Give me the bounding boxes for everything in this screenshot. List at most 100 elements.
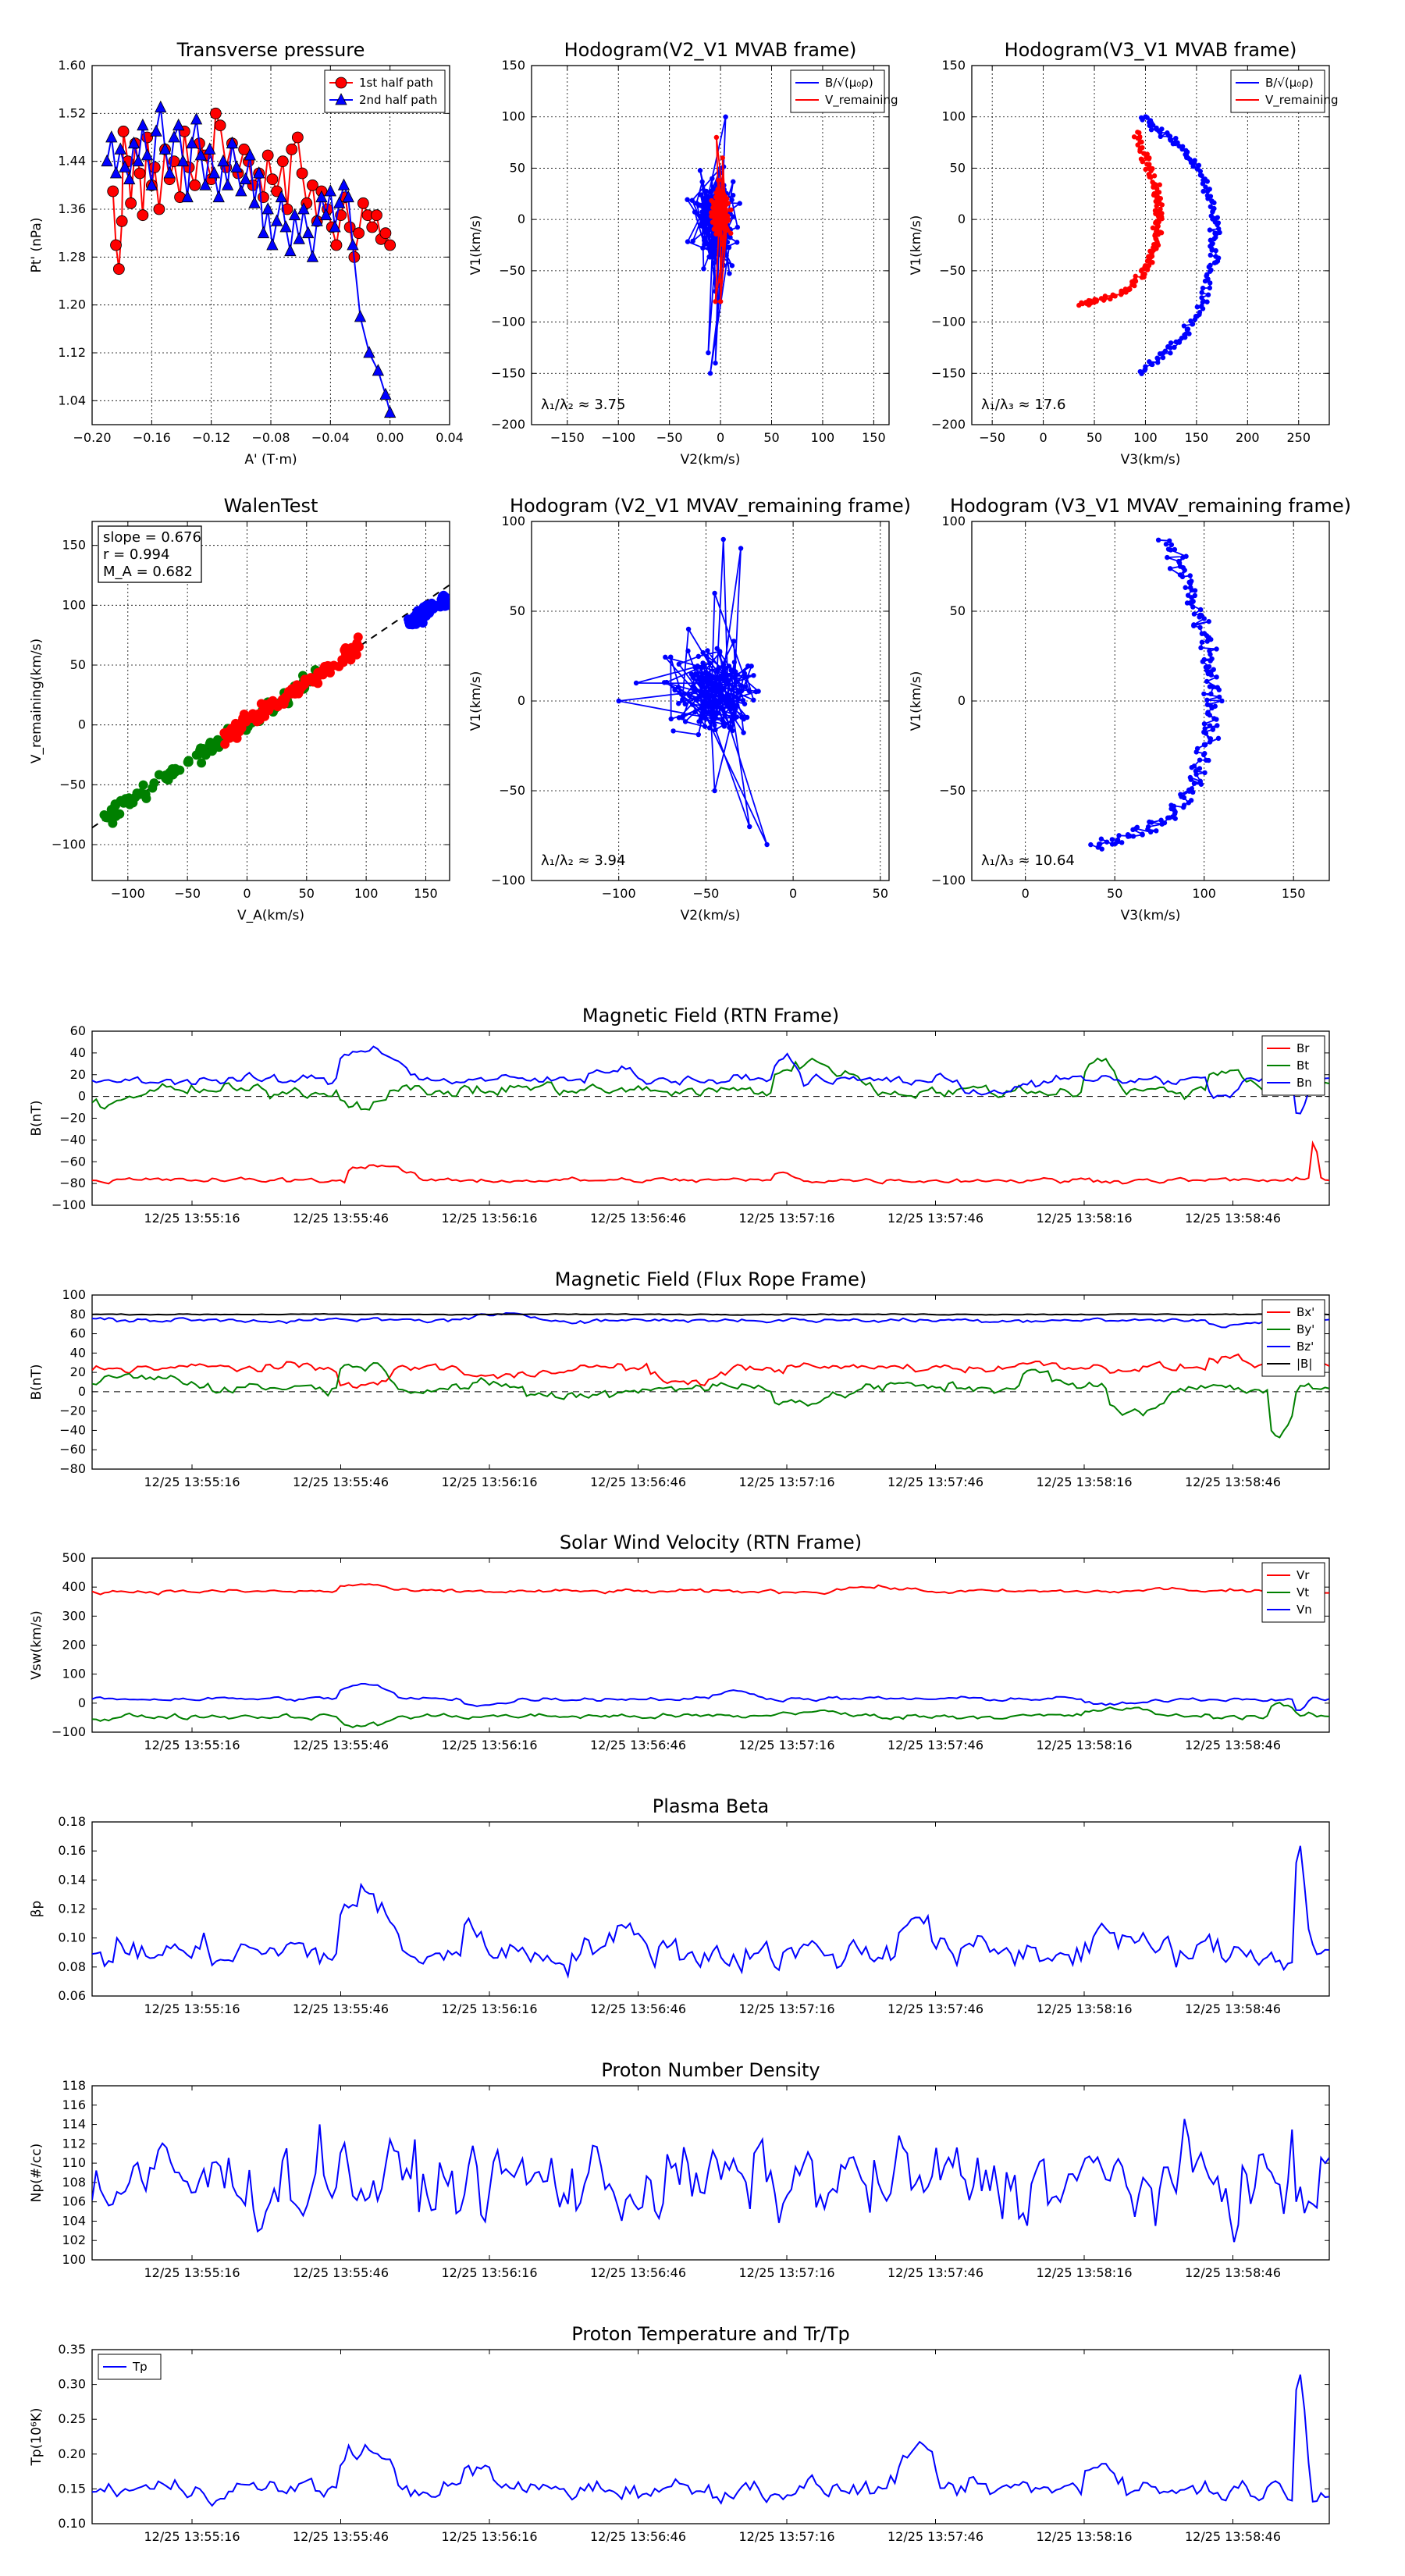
axes-frame	[91, 1821, 1330, 1997]
data-point	[699, 213, 705, 219]
series-line-vn	[92, 1682, 1329, 1711]
y-tick-label: 0	[958, 212, 966, 226]
x-tick-label: 12/25 13:57:46	[887, 1475, 984, 1489]
data-point	[1197, 766, 1203, 771]
y-tick-label: 0.18	[58, 1814, 86, 1829]
data-point	[286, 688, 297, 699]
data-point	[313, 667, 323, 678]
data-point	[721, 235, 727, 240]
y-tick-label: 116	[62, 2097, 86, 2112]
x-tick-label: 12/25 13:58:46	[1185, 1475, 1281, 1489]
y-tick-label: 0.20	[58, 2446, 86, 2461]
y-tick-label: 106	[62, 2194, 86, 2209]
data-point	[1206, 618, 1211, 624]
data-point	[1190, 163, 1196, 169]
data-point	[1201, 721, 1208, 727]
x-tick-label: 12/25 13:58:46	[1185, 2265, 1281, 2280]
data-point	[717, 278, 724, 284]
data-point	[270, 214, 283, 226]
data-point	[668, 716, 674, 722]
y-tick-label: 0	[78, 1384, 86, 1399]
series-line-beta	[92, 1845, 1329, 1980]
data-point	[723, 114, 728, 119]
x-tick-label: 12/25 13:58:46	[1185, 1738, 1281, 1752]
data-point	[716, 681, 722, 688]
data-point	[1150, 123, 1156, 128]
data-point	[222, 733, 233, 743]
y-tick-label: −50	[939, 263, 966, 278]
x-tick-label: 0	[1040, 430, 1048, 445]
x-axis-label: V_A(km/s)	[237, 908, 304, 923]
data-point	[281, 203, 293, 215]
data-point	[668, 654, 674, 660]
data-point	[1168, 547, 1174, 553]
x-tick-label: 12/25 13:55:16	[144, 1738, 240, 1752]
data-point	[1159, 216, 1165, 222]
plot-area	[616, 536, 770, 848]
data-point	[1155, 537, 1161, 543]
x-tick-label: 12/25 13:55:46	[293, 1211, 389, 1226]
data-point	[357, 197, 369, 209]
data-point	[1146, 156, 1152, 162]
data-point	[1177, 564, 1183, 569]
data-point	[706, 350, 711, 356]
y-tick-label: −100	[52, 1197, 86, 1212]
data-point	[1116, 833, 1122, 838]
data-point	[676, 701, 681, 706]
data-point	[1216, 687, 1222, 692]
y-tick-label: 100	[62, 1287, 86, 1302]
data-point	[335, 93, 347, 105]
data-point	[744, 674, 749, 680]
data-point	[333, 196, 346, 208]
plot-area	[685, 114, 742, 376]
data-point	[707, 660, 713, 666]
data-point	[354, 310, 367, 322]
y-tick-label: 100	[501, 514, 525, 528]
x-tick-label: −0.08	[251, 430, 290, 445]
data-point	[1135, 142, 1140, 148]
data-point	[1187, 573, 1193, 578]
data-point	[715, 675, 721, 681]
y-tick-label: 50	[510, 160, 525, 175]
data-point	[1200, 306, 1206, 311]
data-point	[744, 714, 750, 720]
data-point	[728, 230, 734, 237]
x-tick-label: 12/25 13:55:46	[293, 2265, 389, 2280]
data-point	[707, 371, 713, 376]
data-point	[123, 172, 136, 185]
data-point	[1207, 285, 1213, 291]
data-point	[1172, 816, 1178, 821]
y-tick-label: 0	[518, 212, 525, 226]
data-point	[1150, 225, 1156, 231]
y-tick-label: 150	[941, 58, 966, 73]
data-point	[1199, 173, 1204, 179]
chart-title: WalenTest	[224, 495, 318, 517]
data-point	[731, 639, 737, 644]
data-point	[1186, 788, 1192, 794]
data-point	[224, 726, 234, 736]
data-point	[119, 160, 131, 173]
data-point	[1197, 757, 1203, 763]
y-tick-label: −40	[59, 1422, 86, 1437]
x-tick-label: 12/25 13:56:46	[590, 1475, 686, 1489]
data-point	[710, 674, 717, 679]
data-point	[204, 142, 216, 155]
data-point	[708, 712, 714, 718]
data-point	[1191, 781, 1197, 786]
data-point	[702, 219, 708, 224]
x-tick-label: 100	[1192, 886, 1216, 901]
x-tick-label: 12/25 13:58:16	[1036, 1475, 1132, 1489]
data-point	[1119, 292, 1124, 297]
data-point	[258, 707, 269, 717]
y-tick-label: 60	[70, 1023, 86, 1038]
data-point	[732, 674, 738, 679]
data-point	[1208, 280, 1213, 286]
data-point	[1154, 186, 1160, 192]
y-axis-label: V_remaining(km/s)	[29, 639, 44, 763]
data-point	[724, 703, 731, 709]
data-point	[293, 232, 305, 244]
axes-frame	[91, 1294, 1330, 1470]
data-point	[698, 192, 703, 197]
data-point	[680, 715, 685, 720]
stat-line: r = 0.994	[103, 546, 169, 563]
